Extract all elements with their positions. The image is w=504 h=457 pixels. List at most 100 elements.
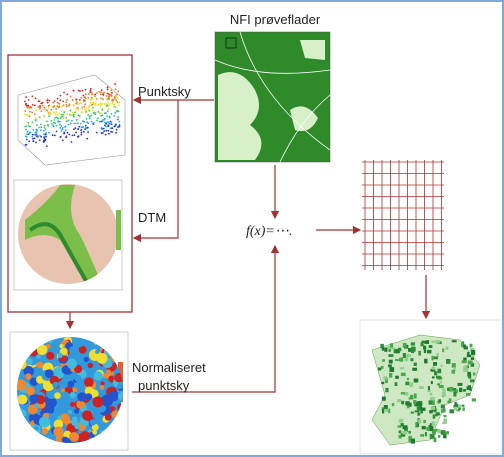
decoration <box>69 346 75 352</box>
decoration <box>437 429 441 434</box>
decoration <box>443 418 447 424</box>
decoration <box>462 407 465 411</box>
decoration <box>35 124 38 127</box>
decoration <box>435 340 440 344</box>
decoration <box>110 121 113 123</box>
decoration <box>388 408 391 414</box>
decoration <box>69 113 71 116</box>
decoration <box>395 375 399 379</box>
decoration <box>100 120 103 123</box>
decoration <box>413 362 417 367</box>
decoration <box>415 422 418 428</box>
decoration <box>433 437 437 443</box>
decoration <box>76 119 78 121</box>
decoration <box>45 109 48 112</box>
decoration <box>63 111 66 114</box>
decoration <box>90 342 97 348</box>
decoration <box>469 343 473 348</box>
decoration <box>457 382 463 386</box>
decoration <box>418 404 422 409</box>
decoration <box>59 94 62 97</box>
decoration <box>430 406 436 410</box>
decoration <box>469 379 475 383</box>
arrows <box>65 95 431 393</box>
decoration <box>105 95 108 97</box>
decoration <box>74 108 77 111</box>
decoration <box>423 349 427 354</box>
decoration <box>94 93 97 96</box>
decoration <box>68 103 71 106</box>
decoration <box>434 407 437 413</box>
decoration <box>80 133 83 136</box>
decoration <box>79 90 81 93</box>
decoration <box>55 130 58 133</box>
grid-image <box>362 160 444 270</box>
decoration <box>440 364 443 368</box>
decoration <box>452 387 457 391</box>
decoration <box>80 106 83 109</box>
decoration <box>100 97 102 100</box>
decoration <box>67 123 70 126</box>
decoration <box>103 432 111 440</box>
decoration <box>31 135 34 138</box>
decoration <box>100 89 103 91</box>
decoration <box>383 405 388 410</box>
decoration <box>429 423 433 428</box>
decoration <box>37 100 40 103</box>
decoration <box>48 104 50 107</box>
decoration <box>78 125 81 128</box>
decoration <box>405 381 410 386</box>
decoration <box>73 408 80 414</box>
decoration <box>432 400 435 405</box>
decoration <box>28 140 31 143</box>
decoration <box>436 412 440 416</box>
decoration <box>67 409 72 415</box>
decoration <box>69 391 76 399</box>
decoration <box>470 357 475 360</box>
decoration <box>108 342 120 353</box>
decoration <box>41 428 49 435</box>
decoration <box>433 356 438 360</box>
decoration <box>47 124 49 126</box>
decoration <box>111 131 114 133</box>
decoration <box>89 89 92 92</box>
decoration <box>443 414 447 418</box>
decoration <box>74 364 83 374</box>
decoration <box>108 103 111 105</box>
decoration <box>66 131 69 134</box>
decoration <box>398 357 402 362</box>
decoration <box>116 101 119 104</box>
decoration <box>388 354 394 357</box>
decoration <box>90 120 93 123</box>
decoration <box>400 423 404 427</box>
decoration <box>453 406 458 411</box>
decoration <box>23 337 31 341</box>
decoration <box>59 127 62 129</box>
decoration <box>39 134 42 137</box>
decoration <box>440 408 445 413</box>
decoration <box>61 436 69 443</box>
decoration <box>424 358 428 364</box>
decoration <box>451 340 457 343</box>
decoration <box>87 93 90 95</box>
decoration <box>71 99 74 101</box>
decoration <box>43 140 46 143</box>
decoration <box>71 113 73 116</box>
decoration <box>73 128 75 131</box>
decoration <box>420 409 423 414</box>
decoration <box>87 362 94 369</box>
decoration <box>103 373 108 378</box>
decoration <box>381 408 385 414</box>
decoration <box>416 406 421 411</box>
decoration <box>116 97 119 99</box>
decoration <box>395 350 400 354</box>
decoration <box>389 343 394 348</box>
decoration <box>62 113 65 116</box>
decoration <box>413 393 417 399</box>
decoration <box>95 97 98 100</box>
decoration <box>113 104 115 106</box>
decoration <box>43 133 45 136</box>
decoration <box>52 121 55 124</box>
decoration <box>28 115 31 118</box>
decoration <box>117 392 123 401</box>
